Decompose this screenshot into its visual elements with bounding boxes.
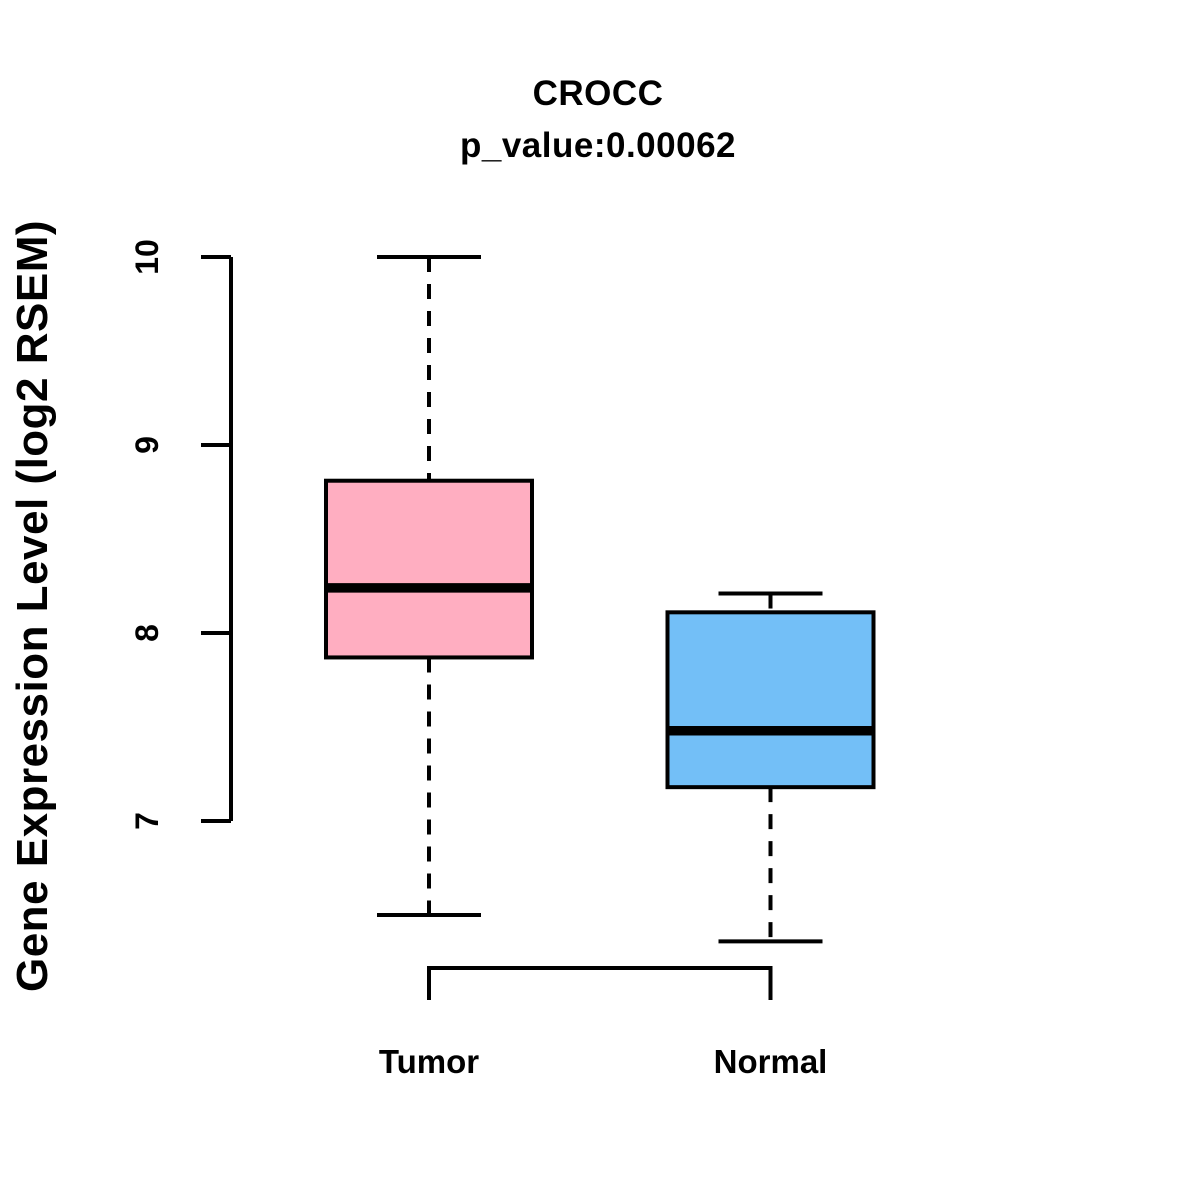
x-category-label-tumor: Tumor	[379, 1043, 479, 1080]
y-axis-tick-label: 8	[129, 624, 165, 642]
chart-title: CROCC	[532, 74, 664, 113]
chart-subtitle: p_value:0.00062	[459, 126, 736, 165]
y-axis-tick-label: 7	[129, 812, 165, 830]
x-category-label-normal: Normal	[714, 1043, 828, 1080]
y-axis-tick-label: 9	[129, 436, 165, 454]
y-axis-tick-label: 10	[129, 239, 165, 275]
chart-title-block: CROCC p_value:0.00062	[0, 68, 1196, 172]
box-tumor	[324, 478, 534, 660]
box-normal	[665, 610, 876, 790]
x-axis-bracket	[427, 966, 773, 1000]
